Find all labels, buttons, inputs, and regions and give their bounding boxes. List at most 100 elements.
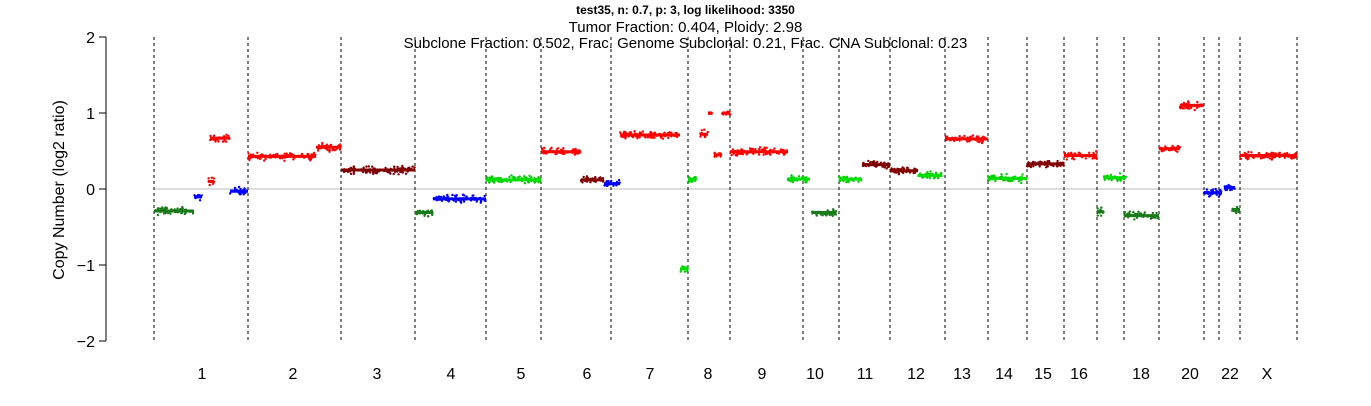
data-point xyxy=(1179,106,1182,110)
data-point xyxy=(233,186,237,190)
data-point xyxy=(667,136,670,140)
data-point xyxy=(225,133,228,136)
data-point xyxy=(396,165,399,169)
chromosome-label: 13 xyxy=(953,366,971,383)
data-point xyxy=(491,175,494,178)
data-point xyxy=(901,166,904,169)
data-point xyxy=(1092,151,1095,155)
data-point xyxy=(183,212,186,216)
data-point xyxy=(486,176,489,179)
data-point xyxy=(971,134,975,137)
data-point xyxy=(1239,157,1243,160)
data-point xyxy=(1007,179,1010,183)
data-point xyxy=(413,166,416,169)
data-point xyxy=(1193,108,1196,112)
chromosome-label: 4 xyxy=(447,366,456,383)
data-point xyxy=(765,146,768,149)
data-point xyxy=(556,147,560,150)
data-point xyxy=(285,152,288,155)
data-point xyxy=(773,147,776,150)
data-point xyxy=(523,182,526,185)
data-point xyxy=(331,148,335,151)
data-point xyxy=(1029,165,1033,169)
data-point xyxy=(1278,151,1282,154)
data-point xyxy=(581,181,584,184)
data-point xyxy=(628,131,631,134)
data-point xyxy=(869,161,872,164)
data-point xyxy=(312,151,316,155)
data-point xyxy=(1292,156,1295,160)
chart-subtitle-line1: Tumor Fraction: 0.404, Ploidy: 2.98 xyxy=(568,19,803,36)
data-point xyxy=(758,148,761,151)
data-point xyxy=(700,129,703,132)
data-point xyxy=(509,180,512,184)
data-point xyxy=(290,152,293,156)
data-point xyxy=(828,213,831,217)
chromosome-label: 1 xyxy=(198,366,207,383)
data-point xyxy=(1084,157,1088,160)
data-point xyxy=(1095,157,1098,160)
data-point xyxy=(754,148,757,151)
data-point xyxy=(1160,150,1163,153)
chart-title: test35, n: 0.7, p: 3, log likelihood: 33… xyxy=(576,3,795,17)
data-point xyxy=(1212,188,1215,191)
data-point xyxy=(1285,152,1289,155)
y-tick-label: 2 xyxy=(86,30,95,47)
data-point xyxy=(1017,180,1021,183)
data-point xyxy=(1088,151,1091,154)
data-point xyxy=(408,166,411,169)
data-point xyxy=(1110,178,1113,182)
data-point xyxy=(1038,165,1041,168)
data-point xyxy=(1196,100,1199,104)
data-point xyxy=(475,200,478,203)
data-point xyxy=(730,154,733,157)
data-point xyxy=(156,207,159,210)
data-point xyxy=(1243,151,1246,155)
data-point xyxy=(686,181,690,185)
data-point xyxy=(610,179,613,183)
data-point xyxy=(871,160,874,164)
data-point xyxy=(210,176,213,179)
data-point xyxy=(1096,214,1099,217)
data-point xyxy=(1250,151,1253,154)
data-point xyxy=(748,147,752,150)
data-point xyxy=(659,136,663,139)
data-point xyxy=(1132,210,1135,214)
data-point xyxy=(472,194,475,197)
chromosome-label: 6 xyxy=(583,366,592,383)
data-point xyxy=(364,171,367,174)
data-point xyxy=(263,159,266,162)
data-point xyxy=(885,167,888,170)
chromosome-label: X xyxy=(1262,366,1273,383)
data-point xyxy=(397,173,400,176)
data-point xyxy=(1005,172,1008,176)
data-point xyxy=(1234,210,1238,213)
chromosome-label: 9 xyxy=(758,366,767,383)
data-point xyxy=(1270,158,1274,161)
data-point xyxy=(963,134,966,138)
data-point xyxy=(790,174,793,177)
data-point xyxy=(1151,211,1155,215)
data-point xyxy=(488,176,492,179)
data-point xyxy=(1070,157,1074,160)
data-point xyxy=(169,212,172,215)
chromosome-label: 15 xyxy=(1034,366,1052,383)
data-point xyxy=(247,152,250,155)
data-point xyxy=(683,270,687,273)
data-point xyxy=(905,166,909,169)
chromosome-label: 18 xyxy=(1132,366,1150,383)
chromosome-label: 14 xyxy=(995,366,1013,383)
data-point xyxy=(886,165,890,168)
data-point xyxy=(624,130,627,134)
data-point xyxy=(264,157,267,161)
chromosome-label: 2 xyxy=(289,366,298,383)
data-point xyxy=(369,171,372,174)
y-tick-label: −1 xyxy=(77,258,95,275)
data-point xyxy=(1046,165,1049,168)
data-point xyxy=(371,165,374,168)
data-point xyxy=(1268,157,1272,160)
data-point xyxy=(994,179,997,183)
data-point xyxy=(1265,151,1268,155)
data-point xyxy=(867,159,870,163)
